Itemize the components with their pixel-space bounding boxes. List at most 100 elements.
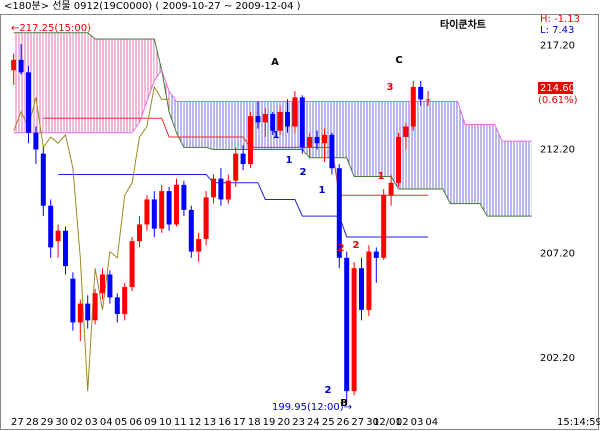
cloud-segment xyxy=(487,124,495,217)
x-tick-label: 19 xyxy=(263,417,276,428)
cloud-segment xyxy=(524,141,532,217)
cloud-segment xyxy=(220,101,229,150)
x-tick-label: 30 xyxy=(55,417,68,428)
high-info: H: -1.13 xyxy=(540,14,580,25)
cloud-segment xyxy=(361,101,369,177)
span-b-line xyxy=(13,69,532,142)
cloud-segment xyxy=(265,101,273,150)
candle-body xyxy=(218,178,224,200)
candle-body xyxy=(322,134,327,144)
candle-body xyxy=(344,257,350,392)
candle-body xyxy=(270,114,276,131)
cloud-segment xyxy=(50,32,59,133)
candle-body xyxy=(351,268,357,392)
candle-body xyxy=(129,241,135,287)
x-tick-label: 12/01 xyxy=(373,417,402,428)
candle-body xyxy=(18,59,24,73)
x-tick-label: 27 xyxy=(351,417,364,428)
cloud-segment xyxy=(13,32,22,133)
cloud-segment xyxy=(346,101,355,177)
candle-body xyxy=(388,182,394,196)
plot-frame xyxy=(0,14,599,430)
cloud-segment xyxy=(339,101,347,158)
cloud-segment xyxy=(198,101,207,148)
candle-body xyxy=(122,286,128,315)
x-tick-label: 04 xyxy=(100,417,113,428)
y-tick-label: 212.20 xyxy=(540,144,575,155)
cloud-segment xyxy=(450,101,458,204)
candle-body xyxy=(100,274,105,294)
brand: 타이쿤차트 xyxy=(440,18,486,31)
cloud-segment xyxy=(132,39,140,133)
y-tick-label: 202.20 xyxy=(540,353,575,364)
candle-body xyxy=(55,230,61,242)
cloud-segment xyxy=(457,101,466,204)
candle-body xyxy=(314,136,320,144)
cloud-segment xyxy=(420,101,429,190)
candle-body xyxy=(240,153,246,165)
candle-body xyxy=(403,126,409,137)
cloud-segment xyxy=(228,101,236,150)
cloud-segment xyxy=(383,101,392,177)
x-tick-label: 04 xyxy=(425,417,438,428)
x-tick-label: 24 xyxy=(307,417,320,428)
cloud-segment xyxy=(509,141,517,217)
candle-body xyxy=(174,184,179,225)
candle-body xyxy=(188,209,194,252)
candle-body xyxy=(114,297,120,315)
candle-body xyxy=(396,136,401,183)
cloud-segment xyxy=(191,101,199,148)
wave-marker: 2 xyxy=(353,240,360,251)
candle-body xyxy=(203,197,209,240)
cloud-segment xyxy=(354,101,362,177)
wave-marker: C xyxy=(395,55,402,66)
x-tick-label: 25 xyxy=(322,417,335,428)
candle-body xyxy=(196,239,202,252)
candle-body xyxy=(285,111,290,127)
cloud-segment xyxy=(428,101,436,190)
candle-body xyxy=(262,114,268,123)
x-tick-label: 18 xyxy=(248,417,261,428)
candle-body xyxy=(225,180,231,200)
cloud-segment xyxy=(80,32,88,133)
x-tick-label: 20 xyxy=(277,417,290,428)
cloud-segment xyxy=(257,101,266,150)
indicator-line xyxy=(58,173,429,238)
candle-body xyxy=(211,178,216,198)
cloud-segment xyxy=(465,124,473,204)
candle-body xyxy=(307,136,313,148)
wave-marker: 2 xyxy=(325,385,332,396)
x-tick-label: 29 xyxy=(41,417,54,428)
cloud-segment xyxy=(206,101,214,150)
x-tick-label: 28 xyxy=(26,417,39,428)
cloud-segment xyxy=(154,39,162,81)
cloud-segment xyxy=(317,101,325,158)
x-tick-label: 26 xyxy=(337,417,350,428)
cloud-segment xyxy=(109,39,118,133)
chart-title: <180분> 선물 0912(19C0000) ( 2009-10-27 ~ 2… xyxy=(4,0,301,12)
candle-body xyxy=(359,268,364,310)
cloud-segment xyxy=(87,32,96,133)
cloud-segment xyxy=(124,39,133,133)
x-tick-label: 27 xyxy=(11,417,24,428)
x-tick-label: 03 xyxy=(85,417,98,428)
cloud-segment xyxy=(479,124,488,217)
indicator-line xyxy=(13,85,170,392)
current-price: 214.60 xyxy=(540,83,575,94)
wave-marker: 2 xyxy=(338,243,345,254)
cloud-segment xyxy=(183,101,192,148)
current-change: (0.61%) xyxy=(538,95,578,106)
x-tick-label: 12 xyxy=(189,417,202,428)
candle-body xyxy=(418,86,424,100)
cloud-segment xyxy=(376,101,384,177)
candle-body xyxy=(299,97,305,148)
cloud-segment xyxy=(368,101,377,177)
wave-marker: 3 xyxy=(387,82,394,93)
candle-body xyxy=(151,199,157,229)
candle-body xyxy=(292,97,298,127)
candle-body xyxy=(137,224,142,242)
candle-body xyxy=(248,116,253,165)
y-tick-label: 207.20 xyxy=(540,249,575,260)
x-tick-label: 13 xyxy=(203,417,216,428)
candle-body xyxy=(255,116,261,123)
